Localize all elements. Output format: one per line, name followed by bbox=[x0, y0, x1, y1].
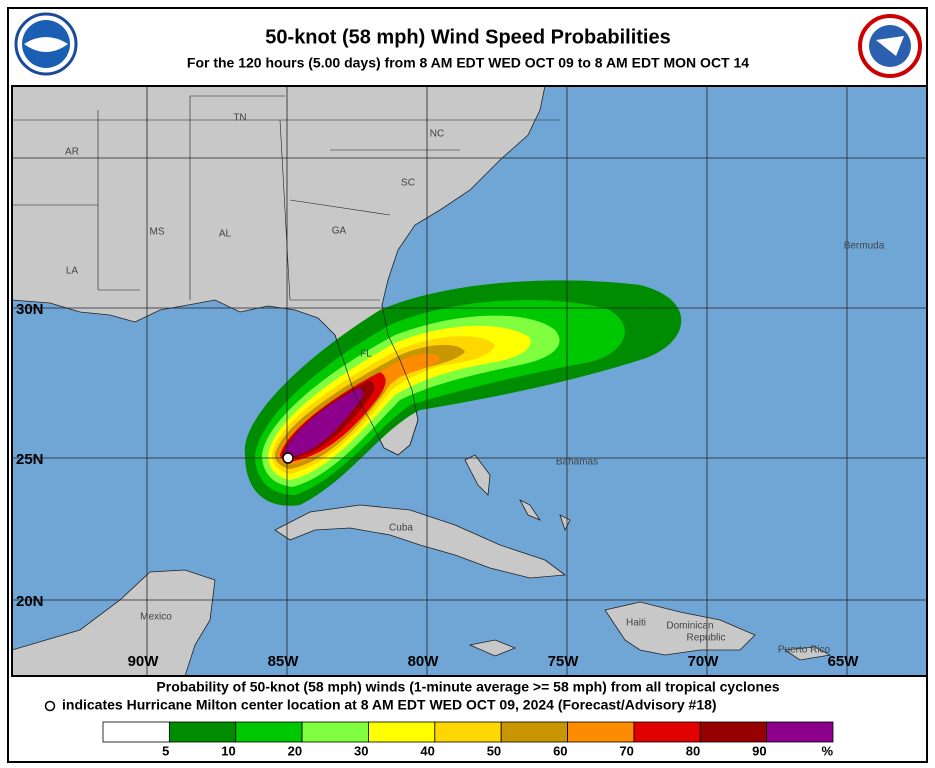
place-label: Puerto Rico bbox=[778, 645, 831, 656]
noaa-logo bbox=[14, 12, 78, 76]
lat-label: 20N bbox=[16, 593, 44, 610]
place-label: Mexico bbox=[140, 612, 172, 623]
lon-label: 75W bbox=[548, 653, 580, 670]
lon-label: 70W bbox=[688, 653, 720, 670]
place-label: Bahamas bbox=[556, 457, 598, 468]
legend-unit: % bbox=[821, 743, 833, 758]
legend-swatch bbox=[301, 721, 369, 743]
state-label: LA bbox=[66, 266, 79, 277]
probability-swath bbox=[244, 280, 682, 506]
legend-label: 70 bbox=[619, 743, 633, 758]
state-label: NC bbox=[430, 129, 444, 140]
legend-label: 80 bbox=[686, 743, 700, 758]
yucatan bbox=[11, 569, 216, 677]
legend-swatch bbox=[434, 721, 502, 743]
legend-swatch bbox=[102, 721, 170, 743]
place-label: Cuba bbox=[389, 523, 413, 534]
legend-label: 90 bbox=[752, 743, 766, 758]
cuba bbox=[274, 504, 567, 579]
title: 50-knot (58 mph) Wind Speed Probabilitie… bbox=[265, 26, 670, 48]
legend-swatch bbox=[633, 721, 701, 743]
legend-label: 60 bbox=[553, 743, 567, 758]
legend-label: 10 bbox=[221, 743, 235, 758]
subtitle: For the 120 hours (5.00 days) from 8 AM … bbox=[187, 55, 749, 71]
state-label: FL bbox=[360, 349, 372, 360]
lon-label: 85W bbox=[268, 653, 300, 670]
legend-swatch bbox=[699, 721, 768, 743]
legend-swatch bbox=[766, 721, 834, 743]
legend-label: 30 bbox=[354, 743, 368, 758]
nws-logo bbox=[858, 14, 922, 78]
legend-swatch bbox=[500, 721, 568, 743]
state-label: AR bbox=[65, 147, 79, 158]
footer-line: indicates Hurricane Milton center locati… bbox=[62, 697, 717, 713]
state-label: AL bbox=[219, 229, 232, 240]
jamaica bbox=[468, 639, 517, 657]
place-label: Republic bbox=[687, 633, 726, 644]
hispaniola bbox=[604, 601, 756, 656]
legend-label: 50 bbox=[487, 743, 501, 758]
legend-label: 40 bbox=[420, 743, 434, 758]
lon-label: 90W bbox=[128, 653, 160, 670]
graticule bbox=[12, 86, 927, 676]
place-label: Bermuda bbox=[844, 241, 885, 252]
lon-label: 65W bbox=[828, 653, 860, 670]
place-label: Dominican bbox=[666, 621, 713, 632]
legend-swatch bbox=[168, 721, 237, 743]
puerto-rico bbox=[783, 646, 832, 661]
lon-label: 80W bbox=[408, 653, 440, 670]
state-label: GA bbox=[332, 226, 347, 237]
legend-swatch bbox=[567, 721, 635, 743]
state-label: TN bbox=[233, 113, 246, 124]
legend-label: 5 bbox=[162, 743, 169, 758]
legend-swatch bbox=[368, 721, 436, 743]
legend: 5 10 20 30 40 50 60 70 80 90% bbox=[102, 721, 834, 758]
place-label: Haiti bbox=[626, 618, 646, 629]
storm-center bbox=[282, 452, 294, 464]
footer-line: Probability of 50-knot (58 mph) winds (1… bbox=[156, 679, 779, 695]
lat-label: 25N bbox=[16, 451, 44, 468]
center-symbol bbox=[44, 700, 56, 712]
frame bbox=[7, 7, 928, 763]
lat-label: 30N bbox=[16, 301, 44, 318]
legend-swatch bbox=[235, 721, 303, 743]
bahamas bbox=[464, 454, 571, 532]
probability-contour bbox=[284, 388, 363, 457]
state-label: SC bbox=[401, 178, 415, 189]
state-label: MS bbox=[150, 227, 165, 238]
map: AR TN NC SC MS AL GA LA FL Bermuda Baham… bbox=[11, 85, 928, 677]
legend-label: 20 bbox=[288, 743, 302, 758]
